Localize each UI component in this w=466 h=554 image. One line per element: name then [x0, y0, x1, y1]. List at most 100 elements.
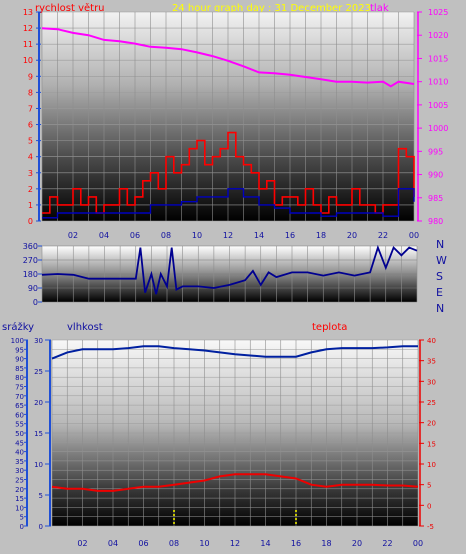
- wind-speed-tick: 12: [23, 24, 33, 33]
- x-tick-label: 22: [382, 539, 392, 548]
- wind-speed-tick: 7: [28, 104, 33, 113]
- rain-tick: 85: [15, 365, 24, 373]
- pressure-tick: 990: [428, 171, 443, 180]
- x-tick-label: 02: [68, 231, 78, 240]
- x-tick-label: 10: [192, 231, 202, 240]
- rain-tick: 100: [11, 337, 24, 345]
- wind-average-series: [42, 188, 415, 219]
- rain-tick: 20: [15, 486, 24, 494]
- direction-tick: 180: [23, 270, 38, 279]
- rain-tick: 55: [15, 421, 24, 429]
- x-tick-label: 08: [169, 539, 179, 548]
- pressure-tick: 980: [428, 217, 443, 226]
- wind-speed-label: rychlost větru: [35, 2, 105, 14]
- pressure-tick: 995: [428, 147, 443, 156]
- wind-speed-tick: 10: [23, 56, 33, 65]
- humidity-tick: 0: [39, 523, 43, 531]
- rain-label: srážky: [2, 321, 34, 333]
- rain-tick: 0: [20, 523, 24, 531]
- wind-gust-series: [42, 131, 415, 214]
- x-tick-label: 00: [413, 539, 423, 548]
- temperature-tick: 35: [427, 358, 436, 366]
- wind-speed-tick: 5: [28, 137, 33, 146]
- direction-tick: 360: [23, 242, 38, 251]
- x-tick-label: 14: [254, 231, 264, 240]
- x-tick-label: 04: [99, 231, 109, 240]
- temperature-series: [51, 473, 419, 492]
- rain-tick: 35: [15, 458, 24, 466]
- x-tick-label: 02: [77, 539, 87, 548]
- rain-tick: 70: [15, 393, 24, 401]
- temperature-tick: 30: [427, 378, 436, 386]
- rain-tick: 50: [15, 430, 24, 438]
- compass-label: N: [436, 302, 444, 315]
- rain-tick: 60: [15, 411, 24, 419]
- pressure-tick: 1000: [428, 124, 448, 133]
- compass-label: S: [436, 270, 443, 283]
- x-tick-label: 16: [285, 231, 295, 240]
- pressure-tick: 1005: [428, 101, 448, 110]
- rain-tick: 80: [15, 374, 24, 382]
- x-tick-label: 04: [108, 539, 118, 548]
- temperature-tick: -5: [427, 523, 434, 531]
- rain-tick: 30: [15, 467, 24, 475]
- rain-tick: 10: [15, 504, 24, 512]
- wind-speed-tick: 8: [28, 88, 33, 97]
- pressure-tick: 1020: [428, 31, 448, 40]
- temperature-tick: 20: [427, 420, 436, 428]
- x-tick-label: 20: [347, 231, 357, 240]
- wind-speed-tick: 2: [28, 185, 33, 194]
- pressure-tick: 1015: [428, 54, 448, 63]
- pressure-tick: 985: [428, 194, 443, 203]
- x-tick-label: 10: [199, 539, 209, 548]
- temperature-label: teplota: [312, 322, 347, 333]
- temperature-tick: 15: [427, 440, 436, 448]
- humidity-tick: 20: [34, 399, 43, 407]
- humidity-series: [51, 345, 418, 360]
- humidity-tick: 15: [34, 430, 43, 438]
- temperature-tick: 25: [427, 399, 436, 407]
- wind-speed-tick: 1: [28, 201, 33, 210]
- x-tick-label: 16: [291, 539, 301, 548]
- x-tick-label: 22: [378, 231, 388, 240]
- humidity-tick: 25: [34, 368, 43, 376]
- compass-label: E: [436, 286, 443, 299]
- compass-label: N: [436, 238, 444, 251]
- direction-tick: 0: [33, 298, 38, 307]
- x-tick-label: 00: [409, 231, 419, 240]
- wind-speed-tick: 3: [28, 169, 33, 178]
- rain-tick: 40: [15, 449, 24, 457]
- rain-humidity-temperature-panel: 0510152025303540455055606570758085909510…: [11, 337, 436, 548]
- wind-speed-tick: 0: [28, 217, 33, 226]
- humidity-label: vlhkost: [67, 322, 103, 333]
- x-tick-label: 06: [130, 231, 140, 240]
- temperature-tick: 0: [427, 502, 431, 510]
- wind-speed-tick: 13: [23, 8, 33, 17]
- humidity-tick: 10: [34, 461, 43, 469]
- pressure-tick: 1010: [428, 78, 448, 87]
- chart-title: 24 hour graph day : 31 December 2023: [172, 3, 371, 14]
- wind-speed-tick: 4: [28, 153, 33, 162]
- x-tick-label: 18: [316, 231, 326, 240]
- rain-tick: 95: [15, 346, 24, 354]
- wind-direction-series: [41, 244, 418, 295]
- wind-speed-tick: 11: [23, 40, 33, 49]
- temperature-tick: 40: [427, 337, 436, 345]
- wind-speed-tick: 6: [28, 121, 33, 130]
- temperature-tick: 10: [427, 461, 436, 469]
- pressure-tick: 1025: [428, 8, 448, 17]
- x-tick-label: 08: [161, 231, 171, 240]
- rain-tick: 5: [20, 514, 24, 522]
- x-tick-label: 06: [138, 539, 148, 548]
- x-tick-label: 12: [230, 539, 240, 548]
- rain-tick: 15: [15, 495, 24, 503]
- humidity-tick: 5: [39, 492, 43, 500]
- wind-speed-tick: 9: [28, 72, 33, 81]
- temperature-tick: 5: [427, 482, 431, 490]
- rain-tick: 45: [15, 439, 24, 447]
- pressure-series: [41, 27, 415, 88]
- direction-tick: 270: [23, 256, 38, 265]
- x-tick-label: 12: [223, 231, 233, 240]
